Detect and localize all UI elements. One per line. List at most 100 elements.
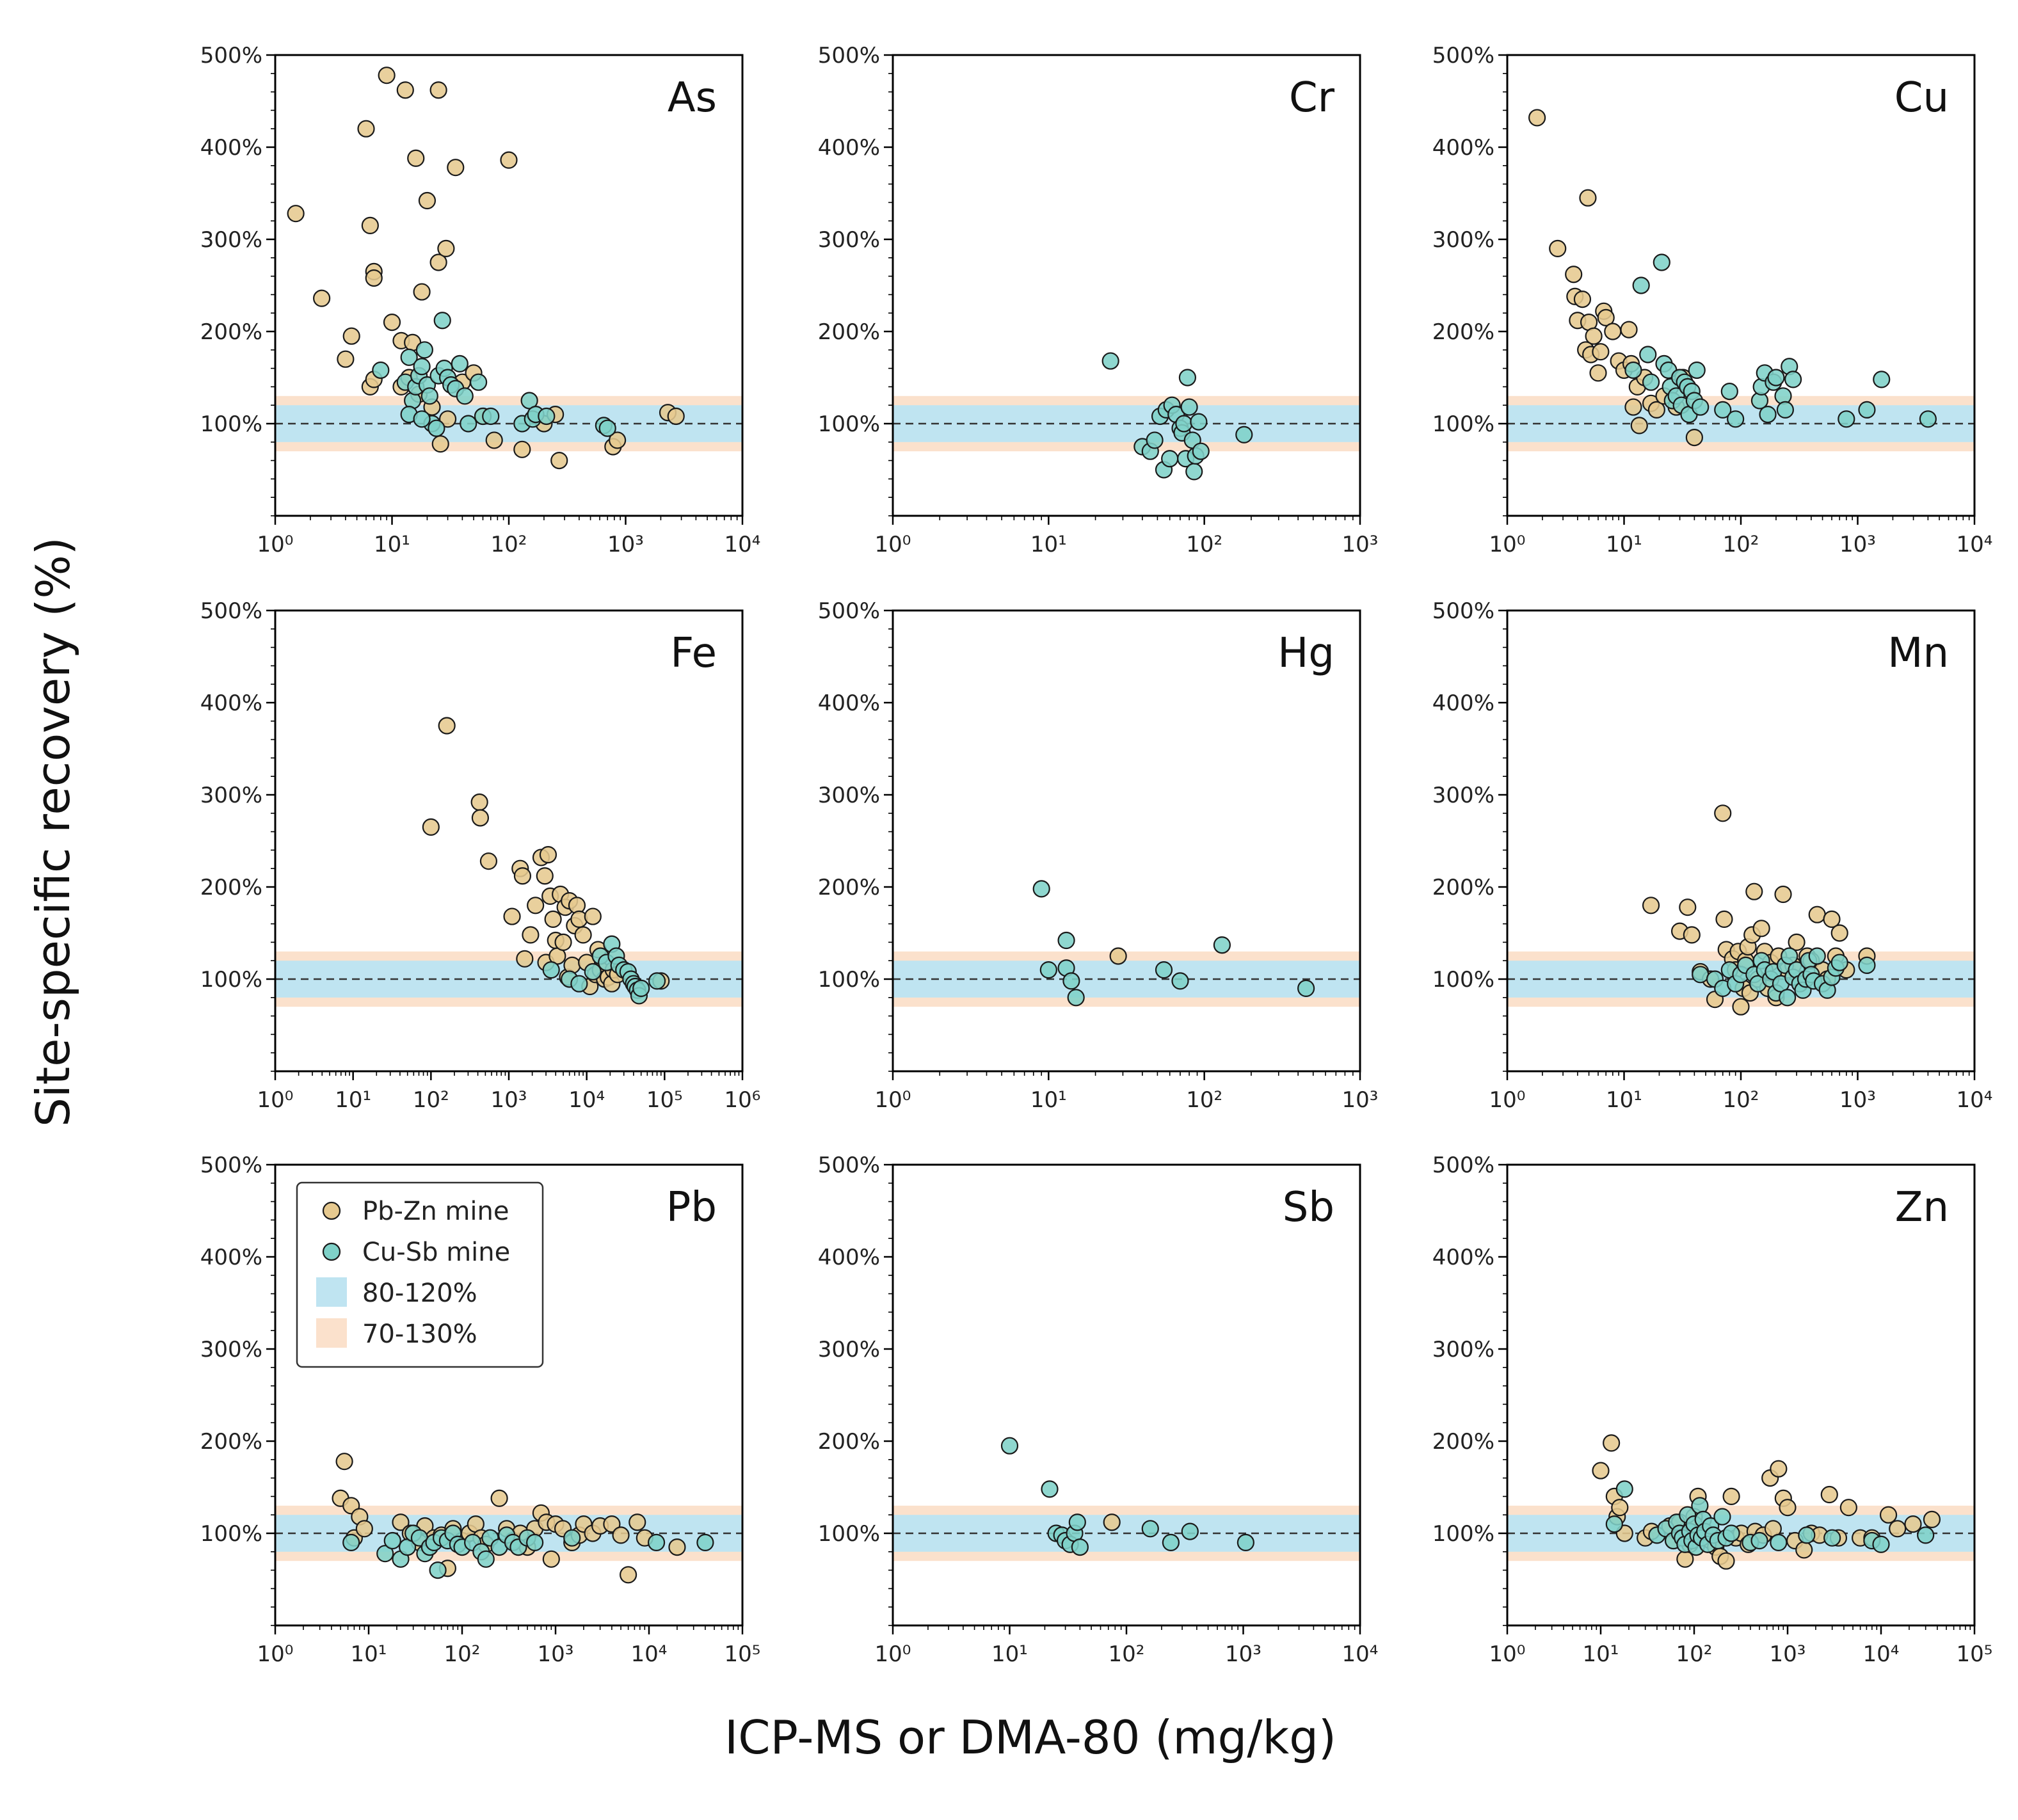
- data-point: [1579, 189, 1597, 207]
- y-tick-label: 300%: [200, 1337, 262, 1362]
- y-tick-label: 400%: [1432, 690, 1494, 716]
- x-tick-label: 10¹: [1606, 532, 1642, 557]
- x-tick-label: 10²: [1109, 1641, 1145, 1667]
- x-tick-label: 10²: [491, 532, 527, 557]
- data-point: [451, 355, 468, 373]
- data-point: [1624, 398, 1642, 416]
- y-tick-label: 500%: [818, 598, 880, 624]
- data-point: [1774, 885, 1792, 904]
- data-point: [1767, 369, 1785, 387]
- panel-hg: 500% 400% 300% 200% 100% 10⁰ 10¹ 10² 10³ Hg: [818, 598, 1379, 1113]
- x-tick-label: 10¹: [1606, 1087, 1642, 1113]
- data-point: [361, 216, 379, 234]
- x-tick-label: 10³: [1770, 1641, 1806, 1667]
- x-tick-label: 10³: [1342, 532, 1379, 557]
- x-tick-label: 10⁰: [875, 1641, 911, 1667]
- legend-marker: [322, 1242, 341, 1261]
- data-point: [1904, 1515, 1922, 1533]
- legend-label: Cu-Sb mine: [362, 1238, 510, 1267]
- data-point: [574, 926, 592, 944]
- x-tick-label: 10⁴: [1957, 1087, 1993, 1113]
- data-point: [1161, 450, 1179, 468]
- series-cu-sb: [1101, 352, 1253, 481]
- data-point: [609, 431, 627, 449]
- data-point: [1776, 401, 1794, 419]
- data-point: [1872, 1535, 1890, 1553]
- data-point: [418, 191, 436, 210]
- x-tick-label: 10¹: [374, 532, 410, 557]
- data-point: [1175, 415, 1193, 433]
- y-tick-label: 300%: [1432, 1337, 1494, 1362]
- data-point: [1592, 1462, 1610, 1480]
- x-tick-label: 10⁵: [725, 1641, 761, 1667]
- y-tick-label: 500%: [1432, 43, 1494, 68]
- data-point: [1057, 931, 1075, 950]
- data-point: [1717, 1552, 1735, 1570]
- data-point: [428, 419, 445, 437]
- data-point: [1062, 972, 1080, 990]
- data-point: [584, 962, 602, 981]
- x-tick-label: 10²: [1723, 532, 1759, 557]
- y-tick-label: 400%: [200, 135, 262, 161]
- series-cu-sb: [542, 935, 666, 1005]
- x-tick-label: 10³: [491, 1087, 527, 1113]
- legend-label: Pb-Zn mine: [362, 1197, 509, 1226]
- legend-box: [296, 1181, 544, 1368]
- series-cu-sb: [1032, 880, 1315, 1007]
- data-point: [1615, 1480, 1633, 1498]
- data-point: [1603, 1434, 1621, 1452]
- y-tick-label: 100%: [1432, 411, 1494, 437]
- y-tick-label: 400%: [200, 1245, 262, 1270]
- panel-pb: 500% 400% 300% 200% 100% 10⁰ 10¹ 10² 10³ 10⁴ 10⁵ Pb: [200, 1153, 761, 1667]
- x-tick-label: 10²: [1676, 1641, 1713, 1667]
- data-point: [598, 419, 616, 437]
- y-tick-label: 500%: [1432, 598, 1494, 624]
- data-point: [438, 410, 457, 428]
- data-point: [1642, 897, 1660, 914]
- data-point: [516, 950, 534, 968]
- y-tick-label: 100%: [818, 411, 880, 437]
- data-point: [407, 149, 425, 167]
- data-point: [1713, 1508, 1731, 1526]
- panel-cr: 500% 400% 300% 200% 100% 10⁰ 10¹ 10² 10³ Cr: [818, 43, 1379, 557]
- data-point: [400, 348, 418, 366]
- y-tick-label: 400%: [1432, 1245, 1494, 1270]
- series-pb-zn: [1109, 947, 1127, 965]
- x-tick-label: 10²: [444, 1641, 481, 1667]
- y-tick-label: 500%: [1432, 1153, 1494, 1178]
- data-point: [1839, 1499, 1857, 1517]
- legend-patch: [316, 1318, 347, 1348]
- data-point: [413, 358, 431, 376]
- data-point: [1549, 239, 1567, 257]
- plot-frame: [892, 609, 1361, 1073]
- data-point: [1068, 1513, 1086, 1531]
- y-tick-label: 500%: [200, 1153, 262, 1178]
- y-tick-label: 300%: [1432, 227, 1494, 253]
- x-tick-label: 10⁰: [257, 532, 294, 557]
- data-point: [1808, 906, 1826, 923]
- data-point: [1820, 1485, 1838, 1504]
- y-tick-label: 200%: [1432, 875, 1494, 900]
- data-point: [1692, 398, 1710, 416]
- x-tick-label: 10⁵: [646, 1087, 683, 1113]
- data-point: [1611, 1499, 1629, 1517]
- data-point: [526, 1533, 544, 1551]
- data-point: [1653, 253, 1670, 271]
- series-cu-sb: [1605, 1480, 1935, 1556]
- data-point: [1722, 1487, 1740, 1505]
- data-point: [522, 926, 540, 944]
- data-point: [1714, 804, 1732, 822]
- data-point: [1830, 924, 1848, 942]
- data-point: [1750, 1531, 1768, 1550]
- y-tick-label: 200%: [1432, 1429, 1494, 1455]
- y-tick-label: 500%: [200, 43, 262, 68]
- data-point: [1162, 1533, 1180, 1551]
- panel-mn: 500% 400% 300% 200% 100% 10⁰ 10¹ 10² 10³ 10⁴ Mn: [1432, 598, 1993, 1113]
- data-point: [470, 793, 488, 811]
- data-point: [438, 717, 456, 735]
- panel-as: 500% 400% 300% 200% 100% 10⁰ 10¹ 10² 10³ 10⁴ As: [200, 43, 761, 557]
- data-point: [1146, 431, 1164, 449]
- data-point: [1528, 109, 1546, 127]
- x-tick-label: 10³: [1342, 1087, 1379, 1113]
